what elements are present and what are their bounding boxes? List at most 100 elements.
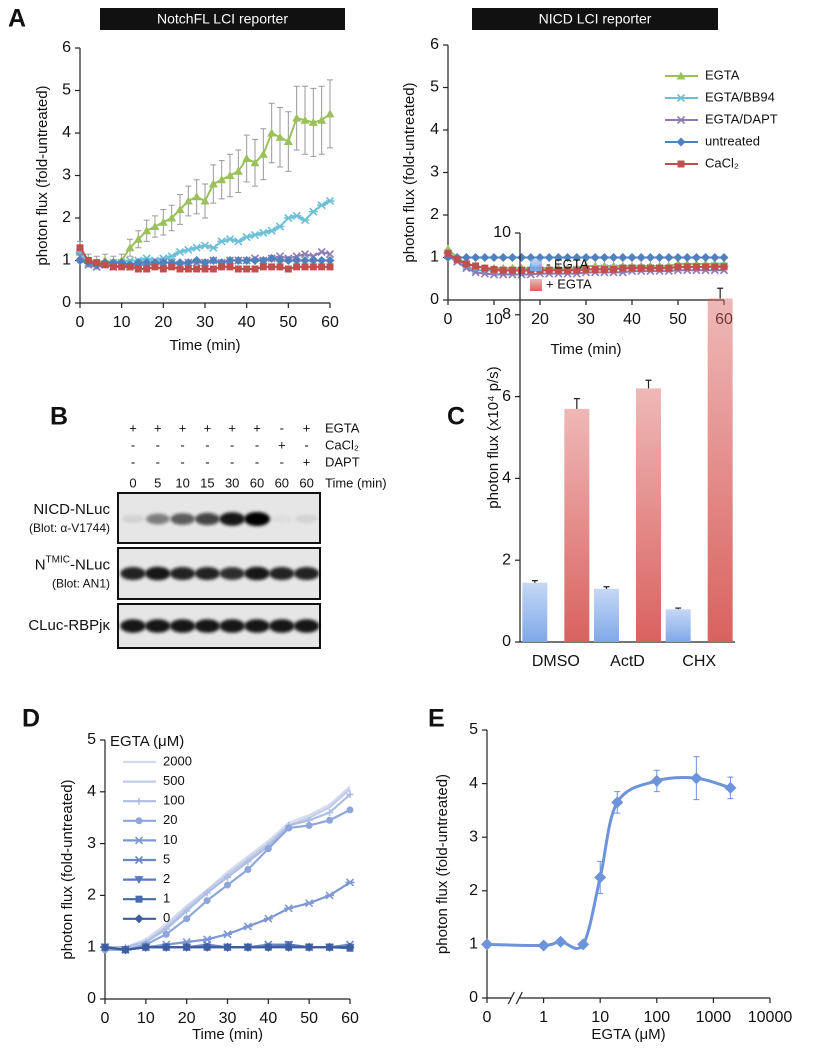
marker (284, 904, 294, 913)
x-axis-label: Time (min) (169, 337, 240, 354)
marker (317, 247, 326, 257)
marker (490, 265, 498, 273)
time-label: 60 (299, 475, 313, 490)
marker (101, 261, 109, 269)
blot-band (169, 619, 196, 633)
marker (183, 196, 193, 205)
marker (167, 213, 177, 222)
blot-band (244, 512, 270, 526)
marker (93, 259, 101, 267)
marker (300, 250, 310, 259)
y-tick-label: 0 (469, 989, 478, 1006)
marker (162, 930, 170, 938)
marker (267, 253, 277, 263)
marker (208, 256, 218, 265)
marker (175, 247, 185, 257)
y-tick-label: 4 (469, 775, 478, 792)
y-axis-label: photon flux (x10⁴ p/s) (485, 366, 502, 508)
marker (537, 939, 550, 952)
marker (75, 256, 85, 265)
row-label-sup: TMIC (46, 554, 70, 565)
legend-label: 500 (163, 773, 185, 788)
blot-band (269, 619, 295, 633)
marker (581, 253, 591, 262)
marker (480, 253, 490, 262)
marker (674, 263, 682, 271)
marker (611, 796, 624, 809)
legend-label: 0 (163, 910, 170, 925)
marker (325, 196, 335, 206)
marker (183, 245, 193, 254)
marker (309, 263, 317, 271)
marker (676, 93, 686, 103)
row-label: NTMIC-NLuc (35, 554, 111, 573)
marker (225, 235, 235, 244)
blot-band (195, 512, 220, 526)
legend-label: 2000 (163, 753, 192, 768)
blot-band (120, 619, 146, 633)
marker (645, 253, 655, 262)
y-tick-label: 0 (62, 294, 71, 311)
blot-band (244, 566, 270, 581)
marker (609, 253, 619, 262)
marker (168, 263, 176, 271)
marker (646, 264, 654, 272)
marker (275, 222, 285, 231)
marker (151, 263, 159, 271)
marker (308, 207, 318, 216)
marker (217, 175, 227, 184)
marker (481, 264, 489, 272)
x-tick-label: 60 (341, 1010, 359, 1027)
panel-label: D (22, 705, 40, 733)
legend-label: CaCl₂ (705, 155, 739, 170)
treatment-mark: - (280, 454, 284, 469)
legend-label: EGTA/BB94 (705, 89, 775, 104)
error-bar (531, 580, 538, 583)
marker (267, 226, 277, 235)
marker (208, 179, 218, 188)
blot-band (293, 619, 320, 633)
marker (209, 265, 217, 273)
marker (691, 253, 701, 262)
y-tick-label: 2 (502, 551, 511, 568)
x-tick-label: 20 (531, 311, 549, 328)
marker (250, 230, 260, 240)
legend-title: EGTA (μM) (110, 733, 184, 750)
blot-band (121, 514, 145, 524)
marker (161, 942, 171, 952)
marker (268, 263, 276, 271)
error-bar (573, 398, 580, 409)
chart-title: NotchFL LCI reporter (157, 11, 288, 27)
treatment-mark: + (278, 437, 286, 452)
x-tick-label: DMSO (532, 653, 580, 670)
y-tick-label: 0 (87, 990, 96, 1007)
marker (193, 265, 201, 273)
treatment-mark: - (131, 437, 135, 452)
y-tick-label: 5 (87, 731, 96, 748)
y-tick-label: 2 (62, 209, 71, 226)
x-tick-label: 10 (137, 1010, 155, 1027)
marker (118, 263, 126, 271)
marker (317, 256, 327, 265)
marker (544, 253, 554, 262)
treatment-mark: - (156, 437, 160, 452)
marker (200, 258, 210, 268)
marker (444, 249, 452, 257)
marker (300, 256, 310, 265)
error-bar (603, 586, 610, 589)
marker (135, 817, 143, 825)
blot-band (295, 514, 318, 524)
marker (233, 166, 243, 175)
y-tick-label: 1 (62, 252, 71, 269)
treatment-mark: - (255, 454, 259, 469)
marker (682, 253, 692, 262)
time-label: 10 (175, 475, 189, 490)
marker (711, 263, 719, 271)
marker (258, 228, 268, 237)
y-tick-label: 4 (87, 783, 96, 800)
x-tick-label: 10000 (748, 1009, 793, 1026)
panel-label: C (447, 403, 465, 431)
time-label: 0 (129, 475, 136, 490)
marker (126, 263, 134, 271)
y-tick-label: 8 (502, 306, 511, 323)
